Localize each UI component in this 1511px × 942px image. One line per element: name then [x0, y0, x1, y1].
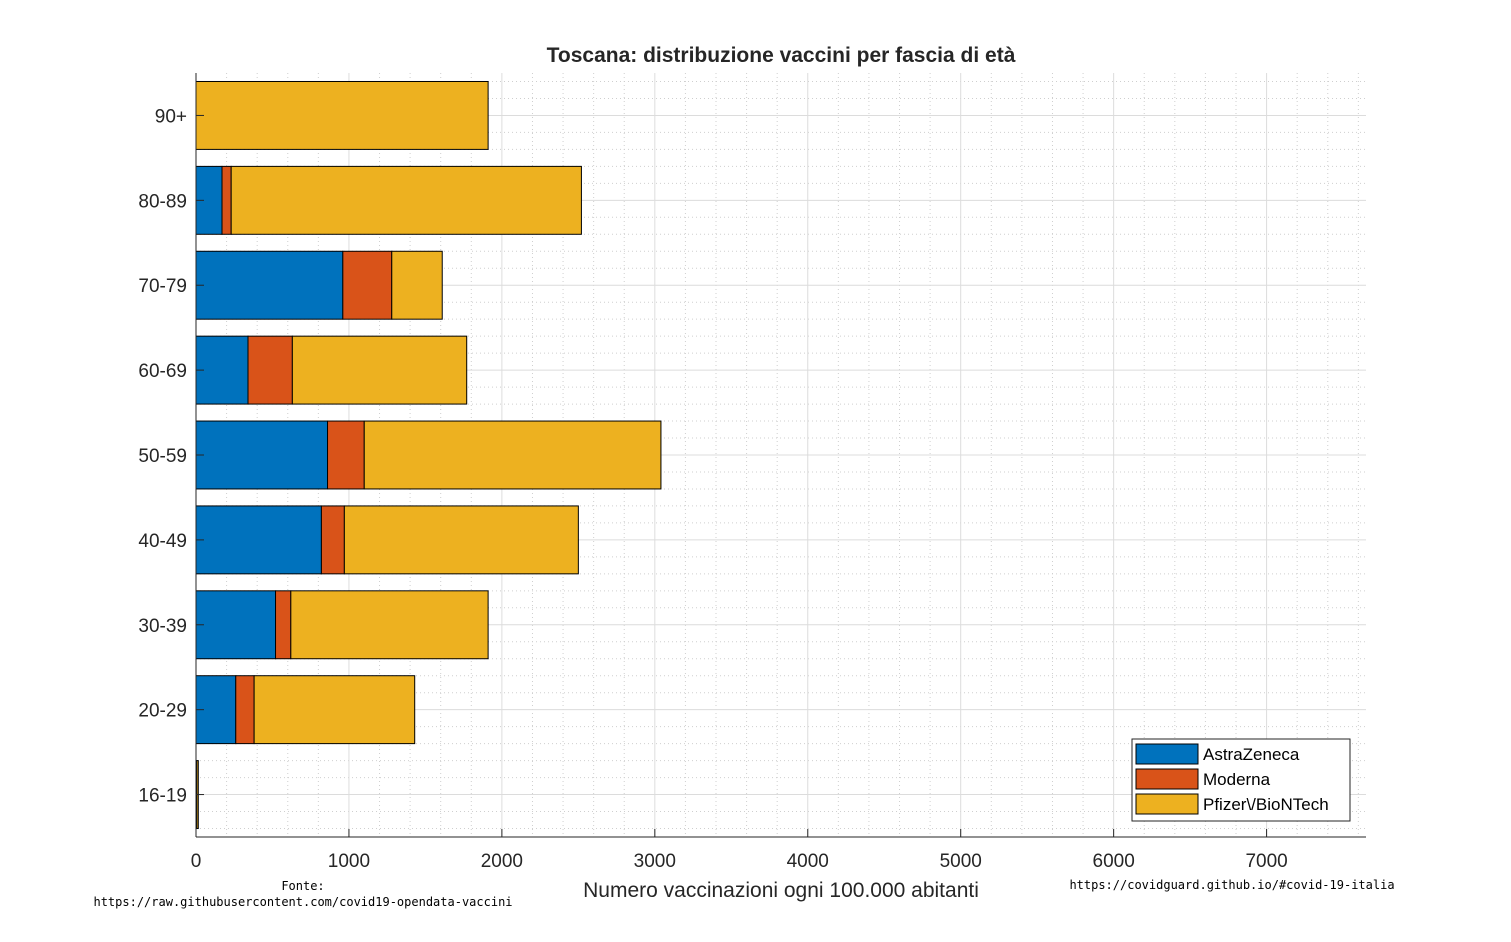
- bar-pfizer-biontech-20-29: [253, 675, 416, 745]
- legend-swatch: [1135, 768, 1199, 790]
- legend-swatch: [1135, 793, 1199, 815]
- bar-moderna-20-29: [235, 675, 255, 745]
- x-tick-label: 5000: [940, 851, 982, 872]
- bar-moderna-80-89: [221, 165, 232, 235]
- bar-pfizer-biontech-90-: [195, 80, 489, 150]
- bar-moderna-30-39: [275, 590, 292, 660]
- source-label: Fonte:: [281, 879, 324, 893]
- x-tick-label: 3000: [634, 851, 676, 872]
- source-url: https://raw.githubusercontent.com/covid1…: [93, 895, 512, 909]
- site-url: https://covidguard.github.io/#covid-19-i…: [1069, 878, 1394, 892]
- y-tick-label: 16-19: [138, 786, 187, 807]
- bar-moderna-50-59: [327, 420, 365, 490]
- bar-moderna-70-79: [342, 250, 393, 320]
- grid: [195, 73, 1366, 837]
- bar-pfizer-biontech-40-49: [343, 505, 579, 575]
- y-tick-label: 20-29: [138, 701, 187, 722]
- axes: [195, 73, 1366, 838]
- legend-label: AstraZeneca: [1203, 745, 1300, 764]
- bar-pfizer-biontech-80-89: [230, 165, 582, 235]
- x-tick-label: 7000: [1245, 851, 1287, 872]
- y-tick-label: 80-89: [138, 191, 187, 212]
- bar-astrazeneca-40-49: [195, 505, 322, 575]
- chart-title: Toscana: distribuzione vaccini per fasci…: [547, 44, 1016, 67]
- bar-moderna-60-69: [247, 335, 293, 405]
- bar-astrazeneca-50-59: [195, 420, 329, 490]
- legend: AstraZeneca Moderna Pfizer\/BioNTech: [1131, 738, 1351, 822]
- y-tick-label: 90+: [155, 106, 187, 127]
- x-tick-label: 2000: [481, 851, 523, 872]
- legend-swatch: [1135, 743, 1199, 765]
- bar-astrazeneca-60-69: [195, 335, 249, 405]
- x-tick-labels: 0 1000 2000 3000 4000 5000 6000 7000: [191, 851, 1288, 872]
- x-axis-label: Numero vaccinazioni ogni 100.000 abitant…: [583, 879, 979, 902]
- bar-pfizer-biontech-50-59: [363, 420, 662, 490]
- y-tick-label: 70-79: [138, 276, 187, 297]
- legend-label: Pfizer\/BioNTech: [1203, 795, 1329, 814]
- y-tick-label: 50-59: [138, 446, 187, 467]
- bars: [195, 80, 662, 830]
- x-tick-label: 4000: [787, 851, 829, 872]
- bar-astrazeneca-70-79: [195, 250, 344, 320]
- y-tick-labels: 90+ 80-89 70-79 60-69 50-59 40-49 30-39 20-29 16…: [138, 106, 187, 806]
- bar-pfizer-biontech-70-79: [391, 250, 443, 320]
- y-tick-label: 30-39: [138, 616, 187, 637]
- y-tick-label: 60-69: [138, 361, 187, 382]
- bar-pfizer-biontech-60-69: [291, 335, 468, 405]
- x-tick-label: 1000: [328, 851, 370, 872]
- x-tick-label: 0: [191, 851, 202, 872]
- legend-label: Moderna: [1203, 770, 1271, 789]
- y-tick-label: 40-49: [138, 531, 187, 552]
- x-tick-label: 6000: [1093, 851, 1135, 872]
- bar-pfizer-biontech-30-39: [290, 590, 489, 660]
- bar-astrazeneca-30-39: [195, 590, 277, 660]
- bar-moderna-40-49: [320, 505, 345, 575]
